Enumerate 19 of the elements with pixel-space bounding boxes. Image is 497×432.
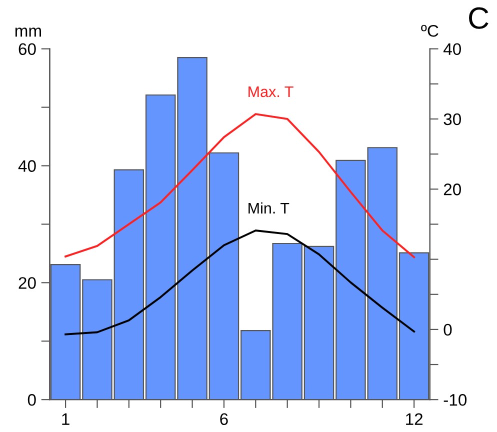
x-tick-label: 1	[62, 413, 70, 425]
line-series	[64, 230, 416, 336]
y-axis-title: mm	[15, 28, 41, 37]
series-label: Max. T	[248, 86, 294, 98]
y-tick-label: 60	[18, 43, 36, 56]
text: C	[469, 7, 488, 29]
y2-tick-label: 40	[443, 43, 461, 56]
y-tick-label: 20	[18, 277, 36, 289]
y-tick-label: 40	[18, 160, 36, 172]
series-label: Min. T	[248, 202, 290, 214]
y2-tick-label: 0	[444, 324, 452, 336]
y2-tick-label: 30	[444, 113, 461, 126]
x-tick-label: 12	[406, 413, 422, 425]
y2-axis-title: ºC	[421, 24, 438, 37]
y-tick-label: 0	[28, 394, 36, 406]
y2-tick-label: 20	[444, 184, 461, 196]
line-series	[64, 113, 416, 258]
y2-tick-label: -10	[444, 394, 467, 406]
x-tick-label: 6	[220, 413, 228, 426]
